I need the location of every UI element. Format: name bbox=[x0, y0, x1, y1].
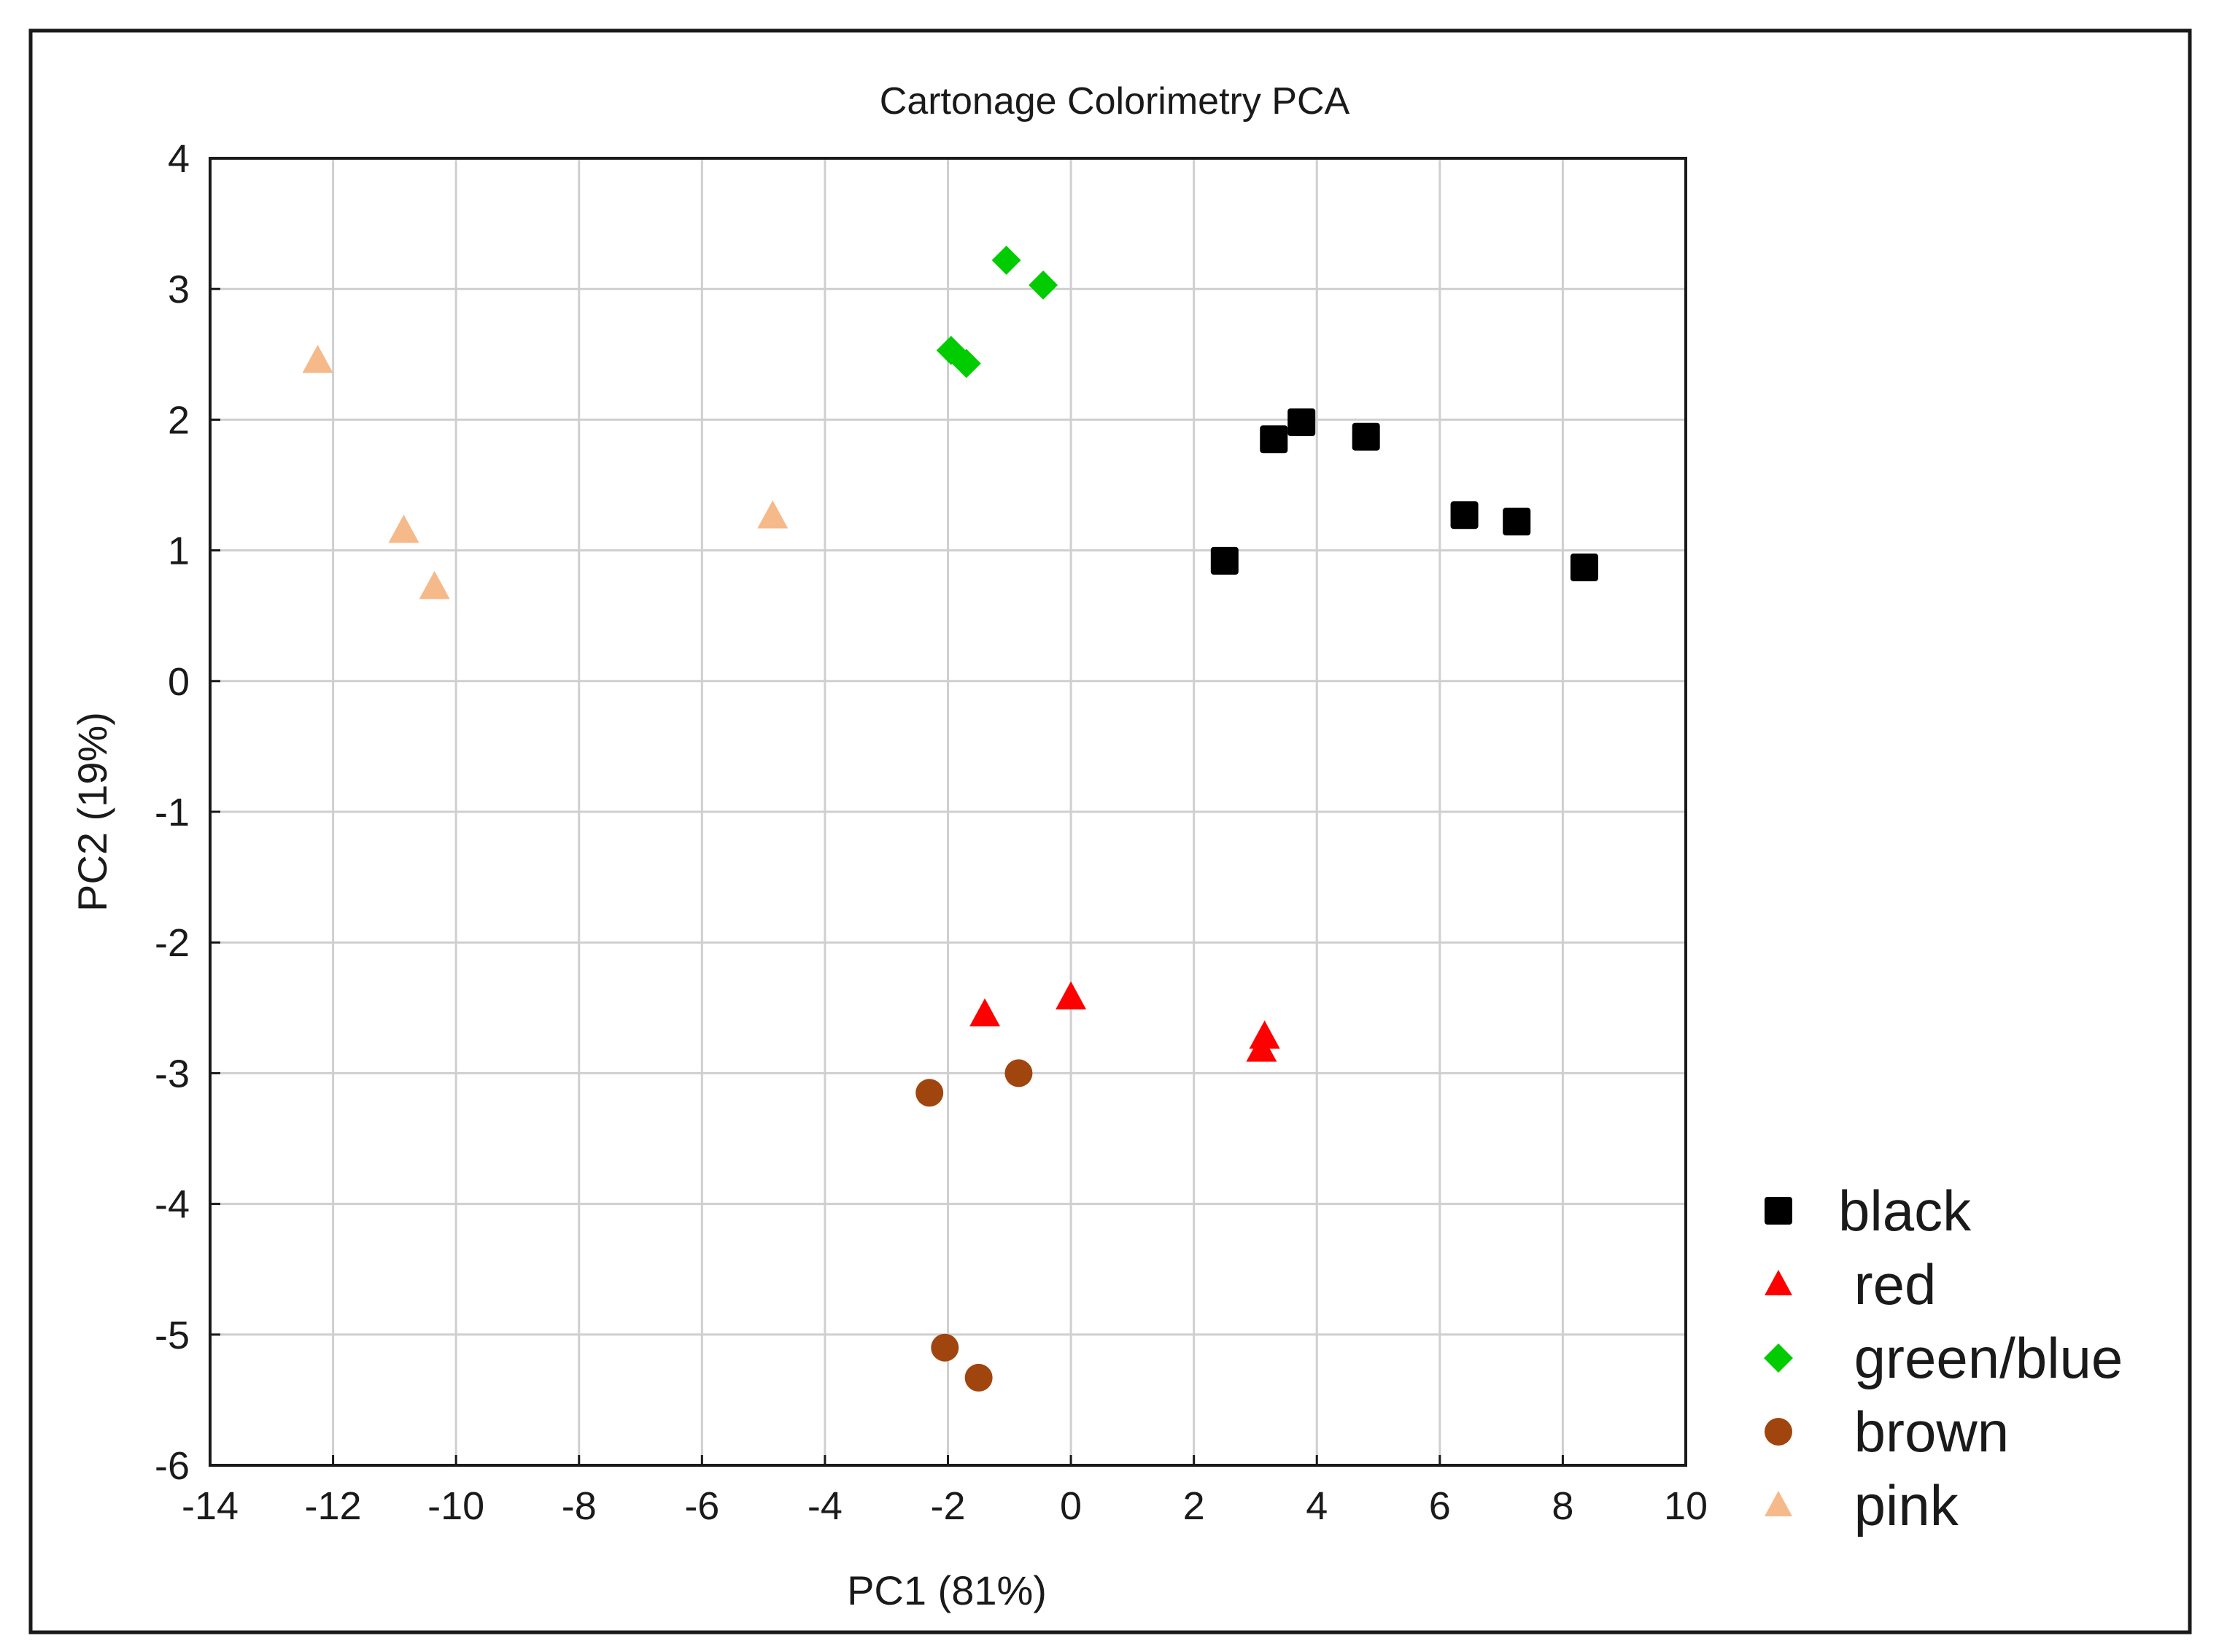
x-tick-label: 4 bbox=[1306, 1484, 1328, 1528]
x-tick-label: -14 bbox=[182, 1484, 239, 1528]
legend-label-brown: brown bbox=[1838, 1400, 2009, 1464]
point-pink bbox=[388, 514, 419, 543]
point-pink bbox=[302, 344, 333, 373]
point-brown bbox=[1004, 1059, 1033, 1087]
chart-title: Cartonage Colorimetry PCA bbox=[880, 80, 1350, 123]
legend-marker-black bbox=[1765, 1197, 1792, 1225]
point-green-blue bbox=[951, 349, 981, 379]
y-tick-label: 2 bbox=[168, 398, 190, 442]
y-tick-label: 4 bbox=[168, 137, 190, 181]
x-tick-label: 10 bbox=[1664, 1484, 1708, 1528]
point-pink bbox=[419, 570, 450, 600]
point-brown bbox=[964, 1363, 993, 1392]
point-red bbox=[1249, 1020, 1280, 1049]
x-tick-label: -6 bbox=[684, 1484, 719, 1528]
x-axis-label: PC1 (81%) bbox=[847, 1567, 1047, 1613]
point-green-blue bbox=[1029, 270, 1058, 300]
legend-label-pink: pink bbox=[1838, 1473, 1959, 1537]
point-black bbox=[1570, 553, 1598, 581]
legend-marker-brown bbox=[1765, 1418, 1792, 1446]
point-black bbox=[1260, 425, 1288, 454]
axis-ticks: -14 -12 -10 -8 -6 -4 -2 0 2 4 6 8 10-6-5-4-3-2-10123… bbox=[155, 137, 1708, 1528]
y-tick-label: -6 bbox=[155, 1444, 190, 1488]
y-tick-label: 1 bbox=[168, 530, 190, 573]
y-tick-label: 3 bbox=[168, 268, 190, 311]
y-tick-label: -3 bbox=[155, 1052, 190, 1095]
legend-marker-green-blue bbox=[1764, 1343, 1793, 1373]
point-pink bbox=[757, 500, 789, 529]
x-tick-label: -4 bbox=[808, 1484, 843, 1528]
point-red bbox=[1246, 1034, 1277, 1062]
point-black bbox=[1503, 508, 1531, 536]
point-red bbox=[969, 998, 1001, 1027]
legend: black red green/blue brown pink bbox=[1764, 1179, 2123, 1537]
x-tick-label: 2 bbox=[1183, 1484, 1205, 1528]
point-black bbox=[1450, 501, 1479, 530]
x-tick-label: 8 bbox=[1552, 1484, 1573, 1528]
point-green-blue bbox=[991, 245, 1021, 275]
point-black bbox=[1352, 422, 1380, 451]
legend-marker-pink bbox=[1765, 1491, 1792, 1516]
x-tick-label: -8 bbox=[562, 1484, 597, 1528]
y-tick-label: 0 bbox=[168, 660, 190, 704]
y-tick-label: -1 bbox=[155, 791, 190, 834]
legend-marker-red bbox=[1765, 1270, 1792, 1295]
point-black bbox=[1210, 546, 1239, 575]
grid bbox=[210, 158, 1686, 1465]
legend-label-black: black bbox=[1838, 1179, 1972, 1243]
point-brown bbox=[915, 1079, 944, 1107]
y-tick-label: -4 bbox=[155, 1183, 190, 1227]
y-tick-label: -5 bbox=[155, 1314, 190, 1357]
y-axis-label: PC2 (19%) bbox=[69, 712, 115, 912]
point-black bbox=[1287, 408, 1316, 436]
x-tick-label: 0 bbox=[1060, 1484, 1082, 1528]
y-tick-label: -2 bbox=[155, 921, 190, 965]
x-tick-label: -12 bbox=[305, 1484, 362, 1528]
point-brown bbox=[931, 1333, 959, 1362]
point-red bbox=[1056, 981, 1087, 1010]
legend-label-green-blue: green/blue bbox=[1838, 1326, 2123, 1390]
x-tick-label: -10 bbox=[427, 1484, 484, 1528]
outer-frame bbox=[28, 28, 2192, 1634]
x-tick-label: -2 bbox=[930, 1484, 965, 1528]
x-tick-label: 6 bbox=[1429, 1484, 1451, 1528]
data-points bbox=[302, 245, 1598, 1392]
legend-label-red: red bbox=[1838, 1252, 1936, 1316]
